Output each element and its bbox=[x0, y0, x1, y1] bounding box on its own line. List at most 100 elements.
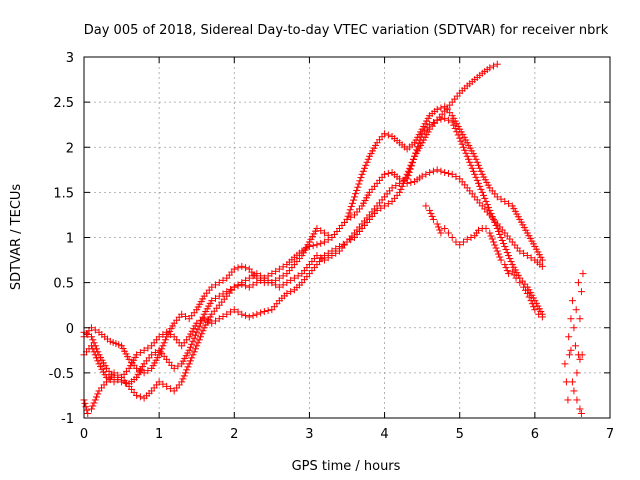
data-point bbox=[577, 409, 585, 417]
y-axis-label: SDTVAR / TECUs bbox=[9, 184, 24, 291]
data-point bbox=[396, 179, 404, 187]
data-point bbox=[426, 121, 434, 129]
data-point bbox=[454, 131, 462, 139]
data-point bbox=[441, 224, 449, 232]
data-point bbox=[212, 294, 219, 302]
data-point bbox=[429, 118, 437, 126]
data-point bbox=[450, 121, 458, 129]
data-point bbox=[497, 195, 505, 203]
data-point bbox=[249, 272, 257, 280]
data-point bbox=[441, 114, 449, 122]
data-point bbox=[452, 238, 460, 246]
data-point bbox=[136, 367, 144, 375]
data-point bbox=[332, 249, 340, 257]
data-point bbox=[160, 339, 168, 347]
y-tick-label: 0 bbox=[66, 322, 74, 337]
data-point bbox=[91, 342, 99, 350]
data-point bbox=[384, 169, 392, 177]
data-point bbox=[501, 243, 509, 251]
data-point bbox=[317, 254, 325, 262]
data-point bbox=[493, 224, 501, 232]
data-point bbox=[309, 242, 317, 250]
data-point bbox=[133, 391, 141, 399]
data-point bbox=[279, 272, 287, 280]
data-point bbox=[227, 308, 235, 316]
data-point bbox=[477, 185, 485, 193]
x-axis-label: GPS time / hours bbox=[292, 459, 401, 474]
data-point bbox=[475, 161, 482, 169]
data-point bbox=[437, 229, 445, 237]
data-point bbox=[196, 333, 204, 341]
data-point bbox=[414, 143, 422, 151]
data-point bbox=[166, 385, 174, 393]
data-point bbox=[458, 140, 466, 148]
y-tick-label: -1 bbox=[61, 412, 74, 427]
data-point bbox=[227, 285, 235, 293]
data-point bbox=[347, 203, 355, 211]
data-point bbox=[456, 134, 464, 142]
y-tick-label: 2 bbox=[66, 141, 74, 156]
data-point bbox=[444, 169, 452, 177]
data-point bbox=[422, 202, 430, 210]
data-point bbox=[426, 206, 434, 214]
data-point bbox=[433, 166, 441, 174]
data-point bbox=[91, 326, 99, 334]
data-point bbox=[198, 316, 206, 324]
data-point bbox=[508, 268, 516, 276]
data-point bbox=[174, 362, 182, 370]
data-point bbox=[384, 131, 392, 139]
data-point bbox=[493, 60, 501, 68]
y-tick-label: 2.5 bbox=[53, 96, 74, 111]
x-tick-label: 1 bbox=[155, 427, 163, 442]
data-point bbox=[453, 128, 461, 136]
data-point bbox=[437, 167, 445, 175]
data-point bbox=[495, 227, 503, 235]
data-point bbox=[133, 364, 141, 372]
data-point bbox=[275, 274, 283, 282]
data-point bbox=[388, 184, 396, 192]
data-point bbox=[106, 376, 114, 384]
data-point bbox=[570, 324, 578, 332]
data-point bbox=[384, 200, 392, 208]
data-point bbox=[230, 265, 238, 273]
data-point bbox=[93, 393, 101, 401]
data-point bbox=[163, 328, 171, 336]
y-tick-label: 1 bbox=[66, 232, 74, 247]
y-tick-label: -0.5 bbox=[49, 367, 74, 382]
data-point bbox=[561, 360, 569, 368]
data-point bbox=[516, 247, 524, 255]
data-point bbox=[283, 289, 291, 297]
axis-ticks: 0 1 2 3 4 5 6 7 -1 -0.5 0 0.5 1 1.5 2 2.5 3 bbox=[49, 51, 615, 442]
data-point bbox=[195, 322, 203, 330]
data-point bbox=[433, 220, 441, 228]
data-point bbox=[452, 173, 460, 181]
data-point bbox=[410, 155, 418, 163]
data-point bbox=[93, 345, 101, 353]
data-point bbox=[433, 116, 441, 124]
data-point bbox=[473, 176, 481, 184]
data-point bbox=[88, 405, 96, 413]
data-point bbox=[275, 265, 283, 273]
data-point bbox=[324, 236, 332, 244]
data-point bbox=[181, 369, 189, 377]
data-point bbox=[497, 256, 505, 264]
data-point bbox=[475, 226, 482, 234]
data-point bbox=[492, 244, 500, 252]
data-point bbox=[290, 274, 298, 282]
data-point bbox=[406, 165, 414, 173]
data-point bbox=[234, 281, 242, 289]
data-point bbox=[535, 310, 543, 318]
data-point bbox=[428, 212, 436, 220]
data-point bbox=[151, 349, 159, 357]
data-point bbox=[118, 378, 126, 386]
data-point bbox=[81, 399, 89, 407]
data-point bbox=[238, 279, 246, 287]
x-tick-label: 0 bbox=[80, 427, 88, 442]
data-point bbox=[245, 274, 253, 282]
data-point bbox=[343, 215, 351, 223]
data-point bbox=[88, 333, 96, 341]
data-point bbox=[381, 202, 389, 210]
data-point bbox=[490, 215, 498, 223]
data-point bbox=[523, 252, 531, 260]
data-point bbox=[531, 306, 539, 314]
